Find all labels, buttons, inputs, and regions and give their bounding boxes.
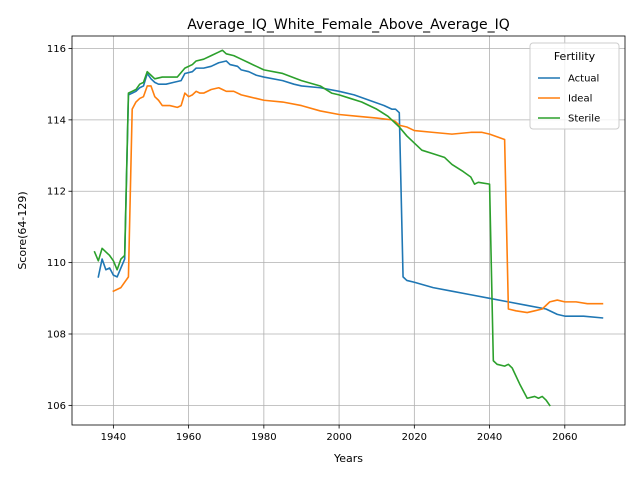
x-tick-label: 2020 xyxy=(402,432,427,443)
legend-entry-actual: Actual xyxy=(568,74,599,85)
x-tick-label: 2000 xyxy=(326,432,351,443)
x-tick-label: 1980 xyxy=(251,432,276,443)
y-tick-label: 112 xyxy=(47,187,66,198)
y-tick-label: 116 xyxy=(47,44,66,55)
y-axis-label: Score(64-129) xyxy=(16,191,29,269)
x-tick-label: 2040 xyxy=(477,432,502,443)
y-tick-label: 106 xyxy=(47,401,66,412)
chart-title: Average_IQ_White_Female_Above_Average_IQ xyxy=(187,17,510,33)
x-tick-label: 1960 xyxy=(176,432,201,443)
y-tick-label: 108 xyxy=(47,329,66,340)
y-tick-label: 110 xyxy=(47,258,66,269)
legend-entry-sterile: Sterile xyxy=(568,114,600,125)
legend-title: Fertility xyxy=(554,50,596,63)
x-tick-label: 1940 xyxy=(101,432,126,443)
x-axis-label: Years xyxy=(333,452,363,465)
y-tick-label: 114 xyxy=(47,115,66,126)
legend: Fertility Actual Ideal Sterile xyxy=(530,43,619,129)
x-tick-label: 2060 xyxy=(552,432,577,443)
legend-entry-ideal: Ideal xyxy=(568,94,592,105)
